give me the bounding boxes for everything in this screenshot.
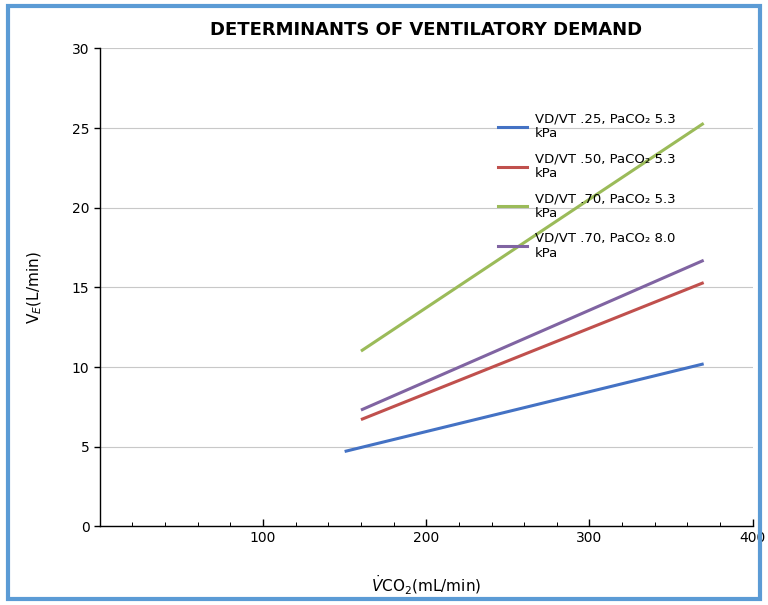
Text: $\dot{V}$CO$_2$(mL/min): $\dot{V}$CO$_2$(mL/min): [371, 574, 482, 598]
Title: DETERMINANTS OF VENTILATORY DEMAND: DETERMINANTS OF VENTILATORY DEMAND: [210, 21, 642, 39]
Text: V$_E$(L/min): V$_E$(L/min): [25, 251, 44, 324]
Legend: VD/VT .25, PaCO₂ 5.3
kPa, VD/VT .50, PaCO₂ 5.3
kPa, VD/VT .70, PaCO₂ 5.3
kPa, VD: VD/VT .25, PaCO₂ 5.3 kPa, VD/VT .50, PaC…: [498, 113, 676, 260]
